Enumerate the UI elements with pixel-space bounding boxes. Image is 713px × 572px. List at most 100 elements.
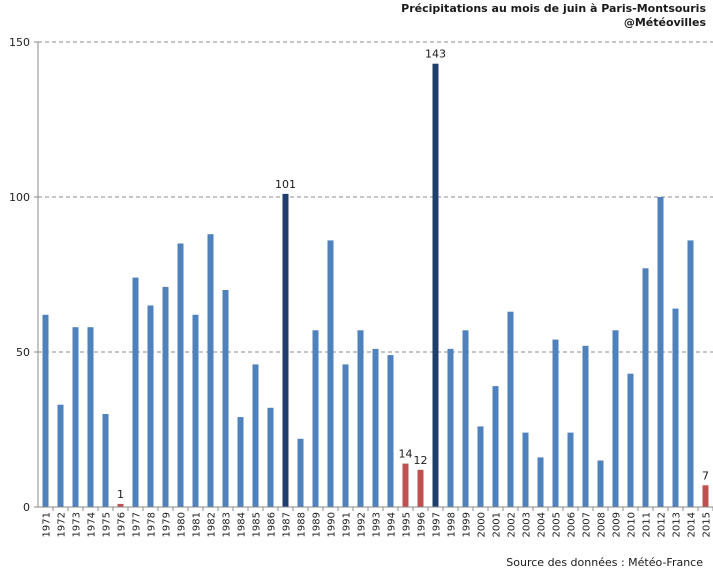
x-tick-label-2011: 2011 bbox=[642, 512, 653, 537]
bar-2006 bbox=[567, 432, 574, 507]
x-tick-label-2000: 2000 bbox=[477, 512, 488, 537]
x-axis-ticks: 1971 1972 1973 1974 1975 1976 1977 1978 1979 1980… bbox=[42, 507, 713, 537]
x-tick-label-1991: 1991 bbox=[342, 512, 353, 537]
bar-2004 bbox=[537, 457, 544, 507]
x-tick-label-1993: 1993 bbox=[372, 512, 383, 537]
x-tick-label-1979: 1979 bbox=[162, 512, 173, 537]
x-tick-label-1984: 1984 bbox=[237, 512, 248, 537]
bar-1975 bbox=[102, 414, 109, 507]
bar-2008 bbox=[597, 460, 604, 507]
x-tick-label-2002: 2002 bbox=[507, 512, 518, 537]
chart-title-block: Précipitations au mois de juin à Paris-M… bbox=[401, 2, 706, 30]
x-tick-label-1998: 1998 bbox=[447, 512, 458, 537]
x-tick-label-1980: 1980 bbox=[177, 512, 188, 537]
x-tick-label-1992: 1992 bbox=[357, 512, 368, 537]
data-label-1996: 12 bbox=[414, 454, 428, 467]
x-tick-label-1996: 1996 bbox=[417, 512, 428, 537]
bar-2005 bbox=[552, 339, 559, 507]
bar-1991 bbox=[342, 364, 349, 507]
x-tick-label-2012: 2012 bbox=[657, 512, 668, 537]
x-tick-label-1988: 1988 bbox=[297, 512, 308, 537]
x-tick-label-2004: 2004 bbox=[537, 512, 548, 537]
bar-1996 bbox=[417, 469, 424, 507]
bar-1976 bbox=[117, 503, 124, 507]
x-tick-label-1976: 1976 bbox=[117, 512, 128, 537]
bar-1972 bbox=[57, 404, 64, 507]
x-tick-label-2005: 2005 bbox=[552, 512, 563, 537]
bar-2009 bbox=[612, 330, 619, 507]
y-tick-label: 150 bbox=[9, 36, 30, 49]
bar-1999 bbox=[462, 330, 469, 507]
bar-1983 bbox=[222, 290, 229, 507]
x-tick-label-1975: 1975 bbox=[102, 512, 113, 537]
chart-subtitle: @Météovilles bbox=[623, 16, 706, 29]
bar-1995 bbox=[402, 463, 409, 507]
x-tick-label-1978: 1978 bbox=[147, 512, 158, 537]
x-tick-label-1999: 1999 bbox=[462, 512, 473, 537]
data-label-1987: 101 bbox=[275, 178, 296, 191]
x-tick-label-2014: 2014 bbox=[687, 512, 698, 537]
bar-1993 bbox=[372, 348, 379, 507]
y-axis-ticks: 0 50 100 150 bbox=[9, 36, 38, 514]
x-tick-label-1997: 1997 bbox=[432, 512, 443, 537]
x-tick-label-2015: 2015 bbox=[702, 512, 713, 537]
bar-1987 bbox=[282, 193, 289, 507]
axes bbox=[37, 42, 713, 508]
x-tick-label-2010: 2010 bbox=[627, 512, 638, 537]
x-tick-label-1973: 1973 bbox=[72, 512, 83, 537]
bar-2003 bbox=[522, 432, 529, 507]
grid-lines bbox=[38, 41, 713, 353]
data-label-1997: 143 bbox=[425, 48, 446, 61]
bar-2010 bbox=[627, 373, 634, 507]
x-tick-label-1981: 1981 bbox=[192, 512, 203, 537]
data-label-1995: 14 bbox=[399, 448, 413, 461]
data-label-2015: 7 bbox=[702, 469, 709, 482]
x-tick-label-1972: 1972 bbox=[57, 512, 68, 537]
y-tick-label: 0 bbox=[23, 501, 30, 514]
y-tick-label: 100 bbox=[9, 191, 30, 204]
x-tick-label-2001: 2001 bbox=[492, 512, 503, 537]
x-tick-label-1987: 1987 bbox=[282, 512, 293, 537]
bar-1974 bbox=[87, 327, 94, 507]
bar-2002 bbox=[507, 311, 514, 507]
bars bbox=[42, 63, 709, 507]
bar-1986 bbox=[267, 407, 274, 507]
x-tick-label-2008: 2008 bbox=[597, 512, 608, 537]
x-tick-label-1971: 1971 bbox=[42, 512, 53, 537]
bar-1998 bbox=[447, 348, 454, 507]
bar-2011 bbox=[642, 268, 649, 507]
x-tick-label-1983: 1983 bbox=[222, 512, 233, 537]
bar-1992 bbox=[357, 330, 364, 507]
bar-2013 bbox=[672, 308, 679, 507]
x-tick-label-1977: 1977 bbox=[132, 512, 143, 537]
bar-2012 bbox=[657, 197, 664, 507]
source-note: Source des données : Météo-France bbox=[506, 556, 703, 569]
x-tick-label-2006: 2006 bbox=[567, 512, 578, 537]
chart-title: Précipitations au mois de juin à Paris-M… bbox=[401, 2, 706, 15]
x-tick-label-1990: 1990 bbox=[327, 512, 338, 537]
bar-1977 bbox=[132, 277, 139, 507]
data-label-1976: 1 bbox=[117, 488, 124, 501]
bar-1989 bbox=[312, 330, 319, 507]
x-tick-label-1974: 1974 bbox=[87, 512, 98, 537]
data-labels: 1 101 14 12 143 7 bbox=[117, 48, 709, 501]
x-tick-label-1985: 1985 bbox=[252, 512, 263, 537]
bar-2000 bbox=[477, 426, 484, 507]
bar-1980 bbox=[177, 243, 184, 507]
bar-1997 bbox=[432, 63, 439, 507]
bar-1985 bbox=[252, 364, 259, 507]
x-tick-label-2003: 2003 bbox=[522, 512, 533, 537]
bar-1978 bbox=[147, 305, 154, 507]
x-tick-label-1982: 1982 bbox=[207, 512, 218, 537]
x-tick-label-1995: 1995 bbox=[402, 512, 413, 537]
bar-1979 bbox=[162, 286, 169, 507]
bar-1982 bbox=[207, 234, 214, 507]
x-tick-label-2007: 2007 bbox=[582, 512, 593, 537]
bar-1994 bbox=[387, 355, 394, 507]
bar-1971 bbox=[42, 314, 49, 507]
bar-2015 bbox=[702, 485, 709, 507]
bar-1984 bbox=[237, 417, 244, 507]
x-tick-label-2013: 2013 bbox=[672, 512, 683, 537]
bar-2007 bbox=[582, 345, 589, 507]
